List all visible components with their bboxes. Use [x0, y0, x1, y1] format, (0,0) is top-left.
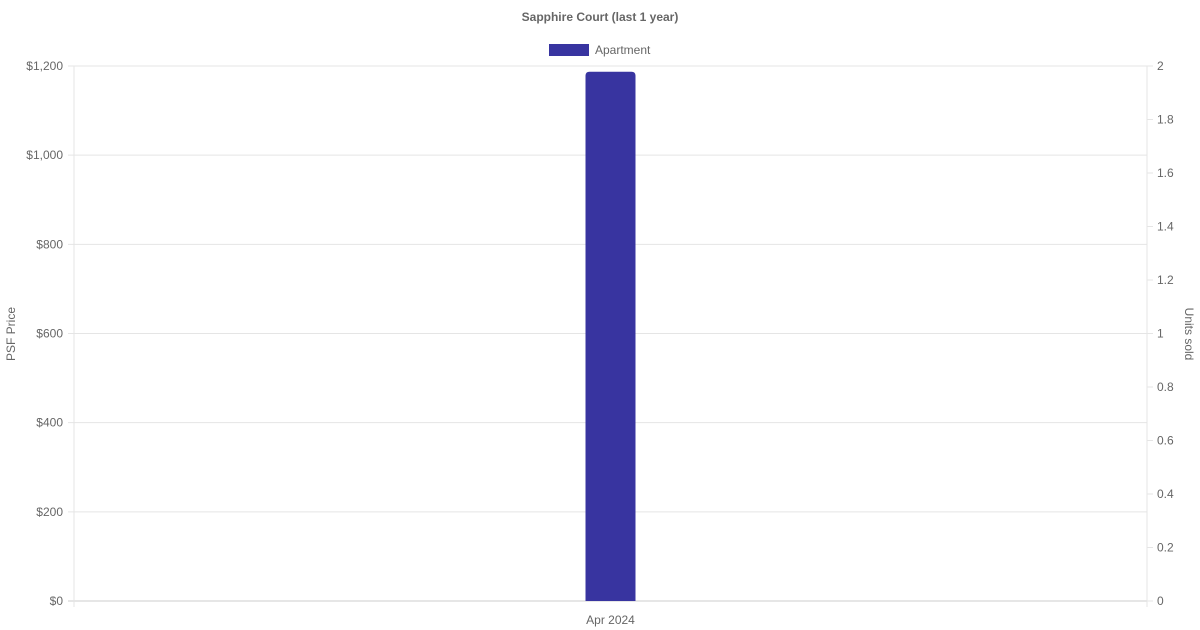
y-axis-label: PSF Price [4, 307, 18, 361]
y2-tick-label: 0.6 [1157, 434, 1174, 448]
y2-tick-label: 0 [1157, 594, 1164, 608]
bar-apartment[interactable] [585, 71, 636, 601]
y2-tick-label: 2 [1157, 59, 1164, 73]
y2-tick-label: 1.8 [1157, 113, 1174, 127]
legend-swatch-apartment[interactable] [549, 44, 589, 56]
y-tick-label: $1,000 [26, 148, 63, 162]
y-tick-label: $200 [36, 505, 63, 519]
y2-tick-label: 1 [1157, 327, 1164, 341]
y2-tick-label: 1.6 [1157, 166, 1174, 180]
y-tick-label: $1,200 [26, 59, 63, 73]
y-tick-label: $400 [36, 416, 63, 430]
y2-tick-label: 0.8 [1157, 380, 1174, 394]
y2-axis-label: Units sold [1182, 308, 1196, 361]
y2-tick-label: 1.2 [1157, 273, 1174, 287]
chart-title: Sapphire Court (last 1 year) [522, 10, 679, 24]
x-tick-label: Apr 2024 [586, 613, 635, 627]
y-tick-label: $600 [36, 327, 63, 341]
y-tick-label: $0 [50, 594, 64, 608]
y-tick-label: $800 [36, 237, 63, 251]
y2-tick-label: 0.4 [1157, 487, 1174, 501]
legend-label-apartment[interactable]: Apartment [595, 43, 651, 57]
y2-tick-label: 1.4 [1157, 220, 1174, 234]
y2-tick-label: 0.2 [1157, 541, 1174, 555]
